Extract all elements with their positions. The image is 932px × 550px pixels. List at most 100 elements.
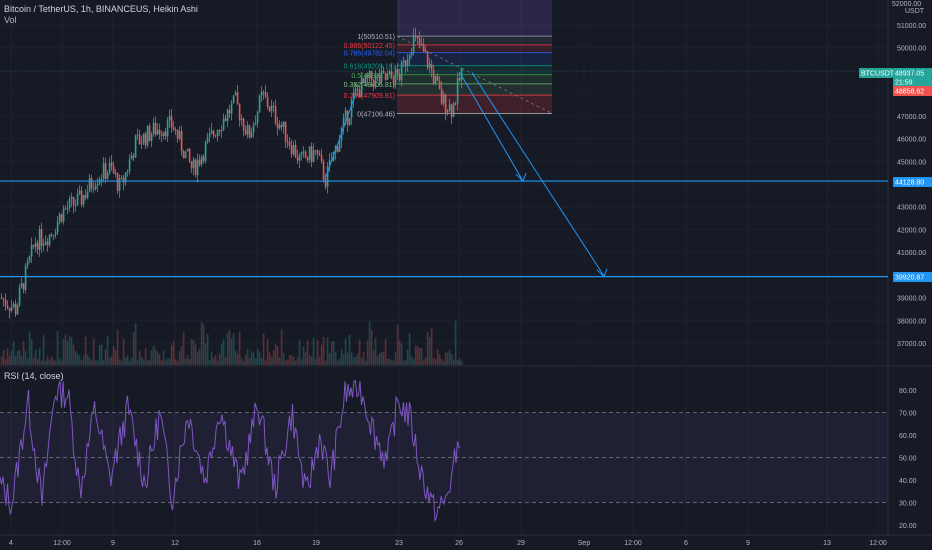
candle-body — [160, 134, 163, 136]
volume-bar — [350, 352, 353, 365]
volume-bar — [378, 352, 381, 365]
candle-body — [52, 235, 55, 237]
volume-bar — [208, 359, 211, 365]
candle-body — [70, 197, 73, 199]
candle-body — [376, 74, 379, 76]
candle-body — [152, 122, 155, 134]
volume-bar — [246, 348, 249, 365]
candle-body — [130, 155, 133, 160]
volume-bar — [132, 332, 135, 365]
candle-body — [184, 151, 187, 159]
price-tick: 38000.00 — [897, 318, 926, 325]
volume-bar — [234, 351, 237, 365]
fib-label: 0.236(47909.81) — [344, 93, 395, 100]
candle-body — [0, 297, 3, 299]
fib-label: 0.5(48808.49) — [351, 73, 395, 80]
time-tick: 12:00 — [869, 540, 887, 547]
volume-bar — [212, 358, 215, 365]
candle-body — [66, 208, 69, 210]
candle-body — [46, 241, 49, 246]
volume-bar — [358, 339, 361, 365]
volume-bar — [272, 350, 275, 365]
volume-bar — [86, 354, 89, 365]
volume-bar — [106, 335, 109, 365]
candle-body — [328, 160, 331, 166]
candle-body — [124, 172, 127, 183]
volume-bar — [36, 359, 39, 365]
volume-bar — [406, 349, 409, 365]
volume-bar — [10, 350, 13, 365]
candle-body — [176, 129, 179, 139]
volume-bar — [422, 360, 425, 365]
volume-bar — [328, 353, 331, 365]
candle-body — [10, 307, 13, 312]
volume-bar — [164, 360, 167, 365]
volume-bar — [316, 339, 319, 365]
volume-bar — [64, 334, 67, 365]
candle-body — [262, 92, 265, 94]
volume-bar — [134, 323, 137, 365]
volume-bar — [362, 352, 365, 365]
volume-bar — [166, 358, 169, 365]
volume-bar — [304, 352, 307, 365]
candle-body — [292, 144, 295, 155]
candle-body — [422, 44, 425, 52]
volume-bar — [92, 338, 95, 365]
volume-bar — [50, 356, 53, 365]
volume-bar — [268, 352, 271, 365]
candle-body — [180, 131, 183, 151]
volume-bar — [6, 348, 9, 365]
candle-body — [28, 256, 31, 262]
candle-body — [50, 234, 53, 236]
symbol-title[interactable]: Bitcoin / TetherUS, 1h, BINANCEUS, Heiki… — [4, 4, 198, 14]
volume-bar — [318, 356, 321, 365]
candle-body — [384, 72, 387, 80]
candle-body — [72, 197, 75, 206]
rsi-title[interactable]: RSI (14, close) — [4, 371, 64, 381]
volume-bar — [218, 353, 221, 365]
candle-body — [270, 105, 273, 112]
volume-bar — [220, 343, 223, 365]
price-tick: 45000.00 — [897, 159, 926, 166]
candle-body — [294, 144, 297, 158]
volume-bar — [440, 359, 443, 365]
price-tick: 50000.00 — [897, 46, 926, 53]
volume-bar — [460, 360, 463, 365]
fib-label: 0.786(49782.04) — [344, 51, 395, 58]
candle-body — [158, 129, 161, 135]
volume-bar — [352, 357, 355, 365]
candle-body — [76, 193, 79, 206]
volume-bar — [40, 360, 43, 365]
candle-body — [166, 120, 169, 137]
candle-body — [96, 183, 99, 186]
volume-bar — [98, 344, 101, 365]
volume-label[interactable]: Vol — [4, 15, 17, 25]
candle-body — [378, 74, 381, 82]
volume-bar — [420, 348, 423, 365]
candle-body — [338, 140, 341, 152]
volume-bar — [26, 358, 29, 365]
arrow-head-2 — [596, 268, 608, 278]
volume-bar — [190, 338, 193, 365]
candle-body — [88, 178, 91, 192]
volume-bar — [142, 359, 145, 365]
time-tick: 23 — [395, 540, 403, 547]
candle-body — [426, 51, 429, 68]
volume-bar — [444, 352, 447, 365]
fib-zone — [397, 83, 552, 96]
candle-body — [164, 131, 167, 137]
candle-body — [260, 92, 263, 96]
candle-body — [418, 38, 421, 46]
volume-bar — [434, 359, 437, 365]
time-tick: 12:00 — [53, 540, 71, 547]
volume-bar — [408, 333, 411, 365]
volume-bar — [450, 354, 453, 365]
candle-body — [454, 103, 457, 105]
volume-bar — [330, 341, 333, 365]
candle-body — [264, 92, 267, 97]
candle-body — [344, 110, 347, 118]
price-tick-top: 52000.00 — [892, 1, 921, 8]
volume-bar — [84, 336, 87, 365]
volume-bar — [324, 360, 327, 365]
